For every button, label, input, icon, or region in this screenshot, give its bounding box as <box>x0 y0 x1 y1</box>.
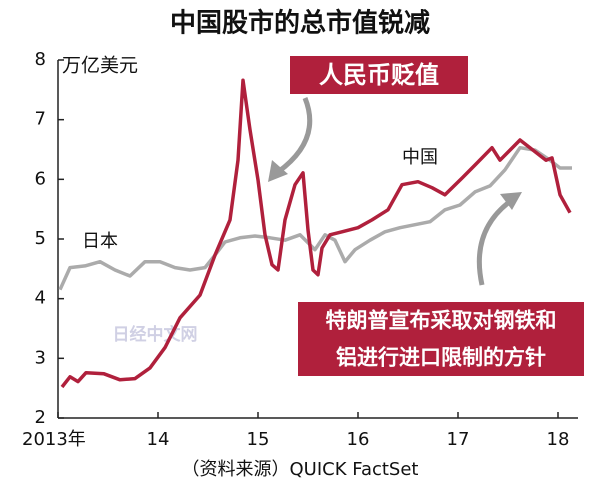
chart-title: 中国股市的总市值锐减 <box>170 8 430 39</box>
series-line <box>60 78 572 389</box>
x-tick-label: 2013年 <box>22 429 86 450</box>
arrow <box>476 197 514 286</box>
arrow-head <box>500 192 522 210</box>
watermark: 日经中文网 <box>113 324 198 345</box>
y-tick-label: 8 <box>35 49 46 70</box>
y-tick-label: 6 <box>35 168 46 189</box>
annotation-box <box>290 56 468 94</box>
y-axis-label: 万亿美元 <box>62 55 138 77</box>
series-line <box>58 145 572 291</box>
arrow <box>276 97 313 175</box>
annotation-text: 人民币贬值 <box>319 61 439 89</box>
series-label: 中国 <box>402 147 438 168</box>
y-tick-label: 7 <box>35 109 46 130</box>
y-tick-label: 3 <box>35 347 46 368</box>
y-tick-label: 4 <box>35 288 46 309</box>
x-tick-label: 17 <box>447 429 470 450</box>
arrow-head <box>268 160 288 182</box>
source: （资料来源）QUICK FactSet <box>182 459 419 480</box>
x-tick-label: 18 <box>547 429 570 450</box>
annotation-text: 铝进行进口限制的方针 <box>336 346 546 370</box>
x-tick-label: 16 <box>347 429 370 450</box>
y-tick-label: 2 <box>35 407 46 428</box>
y-tick-label: 5 <box>35 228 46 249</box>
series-label: 日本 <box>82 231 118 252</box>
annotation-box <box>298 302 584 376</box>
x-tick-label: 15 <box>247 429 270 450</box>
x-tick-label: 14 <box>147 429 170 450</box>
annotation-text: 特朗普宣布采取对钢铁和 <box>326 309 557 333</box>
